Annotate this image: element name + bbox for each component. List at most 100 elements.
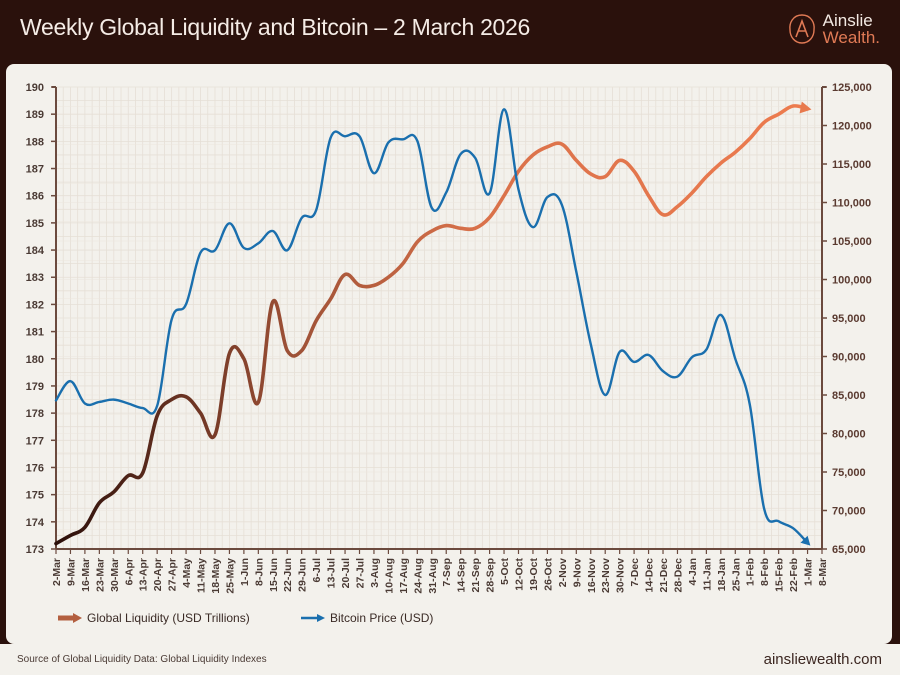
x-tick-label: 20-Apr xyxy=(152,558,164,591)
x-tick-label: 23-Mar xyxy=(94,558,106,592)
y-right-tick-label: 65,000 xyxy=(832,544,866,556)
x-tick-label: 1-Feb xyxy=(745,558,757,586)
y-left-tick-label: 186 xyxy=(26,191,44,203)
y-right-tick-label: 80,000 xyxy=(832,429,866,441)
y-left-tick-label: 180 xyxy=(26,354,44,366)
y-right-tick-label: 85,000 xyxy=(832,390,866,402)
x-tick-label: 27-Apr xyxy=(167,558,179,591)
y-left-tick-label: 175 xyxy=(26,490,44,502)
x-tick-label: 25-May xyxy=(224,558,236,594)
x-tick-label: 23-Nov xyxy=(600,558,612,593)
y-right-tick-label: 120,000 xyxy=(832,121,872,133)
y-right-tick-label: 105,000 xyxy=(832,236,872,248)
y-left-tick-label: 188 xyxy=(26,136,44,148)
x-tick-label: 19-Oct xyxy=(528,558,540,591)
legend-label-bitcoin: Bitcoin Price (USD) xyxy=(330,611,434,625)
x-tick-label: 21-Sep xyxy=(470,558,482,592)
y-right-tick-label: 100,000 xyxy=(832,275,872,287)
y-right-tick-label: 110,000 xyxy=(832,198,871,210)
x-tick-label: 2-Mar xyxy=(51,558,63,586)
arrow-right-icon xyxy=(58,613,82,623)
x-tick-label: 28-Dec xyxy=(672,558,684,593)
x-tick-label: 27-Jul xyxy=(355,558,367,588)
y-left-tick-label: 178 xyxy=(26,408,44,420)
y-left-tick-label: 179 xyxy=(26,381,44,393)
y-right-tick-label: 95,000 xyxy=(832,313,866,325)
source-note: Source of Global Liquidity Data: Global … xyxy=(17,654,267,665)
x-tick-label: 13-Jul xyxy=(326,558,338,588)
x-tick-label: 17-Aug xyxy=(398,558,410,594)
x-tick-label: 25-Jan xyxy=(730,558,742,591)
x-tick-label: 22-Feb xyxy=(788,558,800,592)
x-tick-label: 14-Sep xyxy=(456,558,468,592)
x-tick-label: 11-May xyxy=(196,558,208,593)
x-tick-label: 5-Oct xyxy=(499,558,511,585)
axes: 173 174 175 176 177 178 179 180 181 182 183 184 185 1… xyxy=(26,82,872,594)
x-tick-label: 1-Mar xyxy=(803,558,815,586)
chart-card xyxy=(6,64,892,644)
x-tick-label: 18-Jan xyxy=(716,558,728,591)
x-tick-label: 11-Jan xyxy=(701,558,713,591)
y-left-tick-label: 189 xyxy=(26,109,44,121)
x-tick-label: 9-Nov xyxy=(571,558,583,587)
series-lines xyxy=(54,101,812,546)
x-tick-label: 22-Jun xyxy=(282,558,294,592)
x-tick-label: 31-Aug xyxy=(427,558,439,594)
x-tick-label: 30-Mar xyxy=(109,558,121,592)
y-left-tick-label: 174 xyxy=(26,517,45,529)
y-left-tick-label: 182 xyxy=(26,299,44,311)
x-tick-label: 4-May xyxy=(181,558,193,588)
y-left-tick-label: 181 xyxy=(26,327,44,339)
y-right-tick-label: 75,000 xyxy=(832,467,866,479)
x-tick-label: 28-Sep xyxy=(485,558,497,592)
y-left-tick-label: 185 xyxy=(26,218,44,230)
x-tick-label: 6-Apr xyxy=(123,558,135,585)
page-title: Weekly Global Liquidity and Bitcoin – 2 … xyxy=(20,14,531,40)
website-link[interactable]: ainsliewealth.com xyxy=(763,651,882,668)
x-tick-label: 15-Feb xyxy=(774,558,786,592)
x-tick-label: 2-Nov xyxy=(557,558,569,587)
x-tick-label: 29-Jun xyxy=(297,558,309,592)
ainslie-logo-icon xyxy=(788,14,815,44)
y-left-tick-label: 177 xyxy=(26,435,44,447)
x-tick-label: 8-Feb xyxy=(759,558,771,586)
x-tick-label: 8-Mar xyxy=(817,558,829,586)
bitcoin-line xyxy=(54,108,809,545)
x-tick-label: 10-Aug xyxy=(383,558,395,594)
y-left-tick-label: 176 xyxy=(26,462,44,474)
x-tick-label: 7-Dec xyxy=(629,558,641,587)
logo-text-ainslie: Ainslie xyxy=(822,11,873,30)
x-tick-label: 7-Sep xyxy=(441,558,453,587)
x-tick-label: 26-Oct xyxy=(542,558,554,591)
legend-label-liquidity: Global Liquidity (USD Trillions) xyxy=(87,611,250,625)
x-tick-label: 21-Dec xyxy=(658,558,670,593)
y-left-tick-label: 190 xyxy=(26,82,44,94)
liquidity-arrowhead xyxy=(799,101,812,114)
logo-text-wealth: Wealth. xyxy=(822,28,880,47)
bitcoin-arrowhead xyxy=(800,535,811,546)
y-left-tick-label: 183 xyxy=(26,272,44,284)
y-right-tick-label: 90,000 xyxy=(832,352,866,364)
x-tick-label: 16-Nov xyxy=(586,558,598,593)
x-tick-label: 9-Mar xyxy=(65,558,77,586)
legend-item-liquidity: Global Liquidity (USD Trillions) xyxy=(57,611,250,625)
x-tick-label: 8-Jun xyxy=(253,558,265,586)
x-tick-label: 24-Aug xyxy=(412,558,424,594)
y-right-tick-label: 115,000 xyxy=(832,159,871,171)
x-tick-label: 3-Aug xyxy=(369,558,381,588)
y-left-tick-label: 184 xyxy=(26,245,45,257)
liquidity-line xyxy=(54,104,810,546)
x-tick-label: 15-Jun xyxy=(268,558,280,592)
x-tick-label: 20-Jul xyxy=(340,558,352,588)
x-tick-label: 4-Jan xyxy=(687,558,699,585)
x-tick-label: 14-Dec xyxy=(644,558,656,593)
x-tick-label: 18-May xyxy=(210,558,222,594)
y-right-tick-label: 70,000 xyxy=(832,506,866,518)
legend-item-bitcoin: Bitcoin Price (USD) xyxy=(300,611,433,625)
y-left-tick-label: 187 xyxy=(26,164,44,176)
arrow-right-icon xyxy=(301,614,325,622)
x-tick-label: 30-Nov xyxy=(615,558,627,593)
y-left-tick-label: 173 xyxy=(26,544,44,556)
x-tick-label: 12-Oct xyxy=(513,558,525,591)
